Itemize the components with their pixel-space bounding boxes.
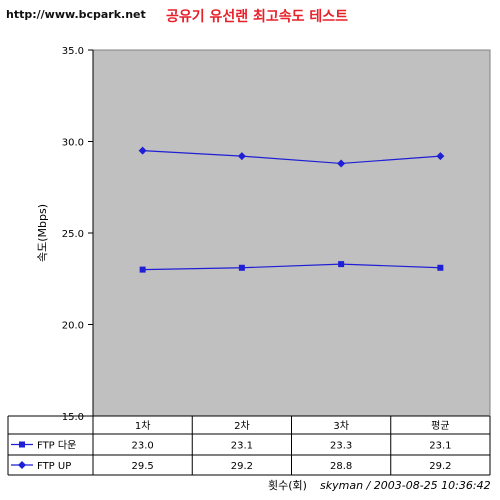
data-point-marker	[237, 152, 246, 161]
x-category-label: 2차	[234, 420, 250, 432]
data-point-marker	[437, 264, 444, 271]
table-value: 23.1	[231, 441, 253, 452]
data-point-marker	[238, 264, 245, 271]
series-line	[142, 263, 441, 271]
table-value: 23.3	[330, 441, 352, 452]
y-tick-label: 15.0	[62, 412, 84, 423]
x-category-label: 3차	[333, 420, 349, 432]
x-category-label: 평균	[431, 420, 449, 432]
series-line	[142, 150, 441, 165]
table-value: 23.0	[131, 441, 153, 452]
data-point-marker	[337, 159, 346, 168]
y-axis-title: 속도(Mbps)	[36, 204, 49, 262]
table-value: 23.1	[429, 441, 451, 452]
legend-label: FTP 다운	[37, 440, 76, 452]
y-tick-label: 20.0	[62, 321, 84, 332]
x-category-label: 1차	[135, 420, 151, 432]
data-point-marker	[138, 146, 147, 155]
y-tick-label: 25.0	[62, 229, 84, 240]
table-value: 29.5	[131, 461, 153, 472]
legend-label: FTP UP	[37, 461, 71, 472]
table-value: 28.8	[330, 461, 352, 472]
legend-key-marker	[18, 461, 26, 469]
data-point-marker	[338, 261, 345, 268]
y-tick-label: 35.0	[62, 46, 84, 57]
chart-title: 공유기 유선랜 최고속도 테스트	[166, 8, 348, 25]
y-tick-label: 30.0	[62, 138, 84, 149]
data-point-marker	[436, 152, 445, 161]
plot-area	[92, 49, 491, 417]
table-value: 29.2	[231, 461, 253, 472]
watermark-url: http://www.bcpark.net	[6, 8, 146, 21]
x-axis-title: 횟수(회)	[268, 479, 307, 492]
data-point-marker	[139, 266, 146, 273]
table-value: 29.2	[429, 461, 451, 472]
legend-key-marker	[19, 441, 25, 448]
credit-text: skyman / 2003-08-25 10:36:42	[320, 479, 491, 492]
